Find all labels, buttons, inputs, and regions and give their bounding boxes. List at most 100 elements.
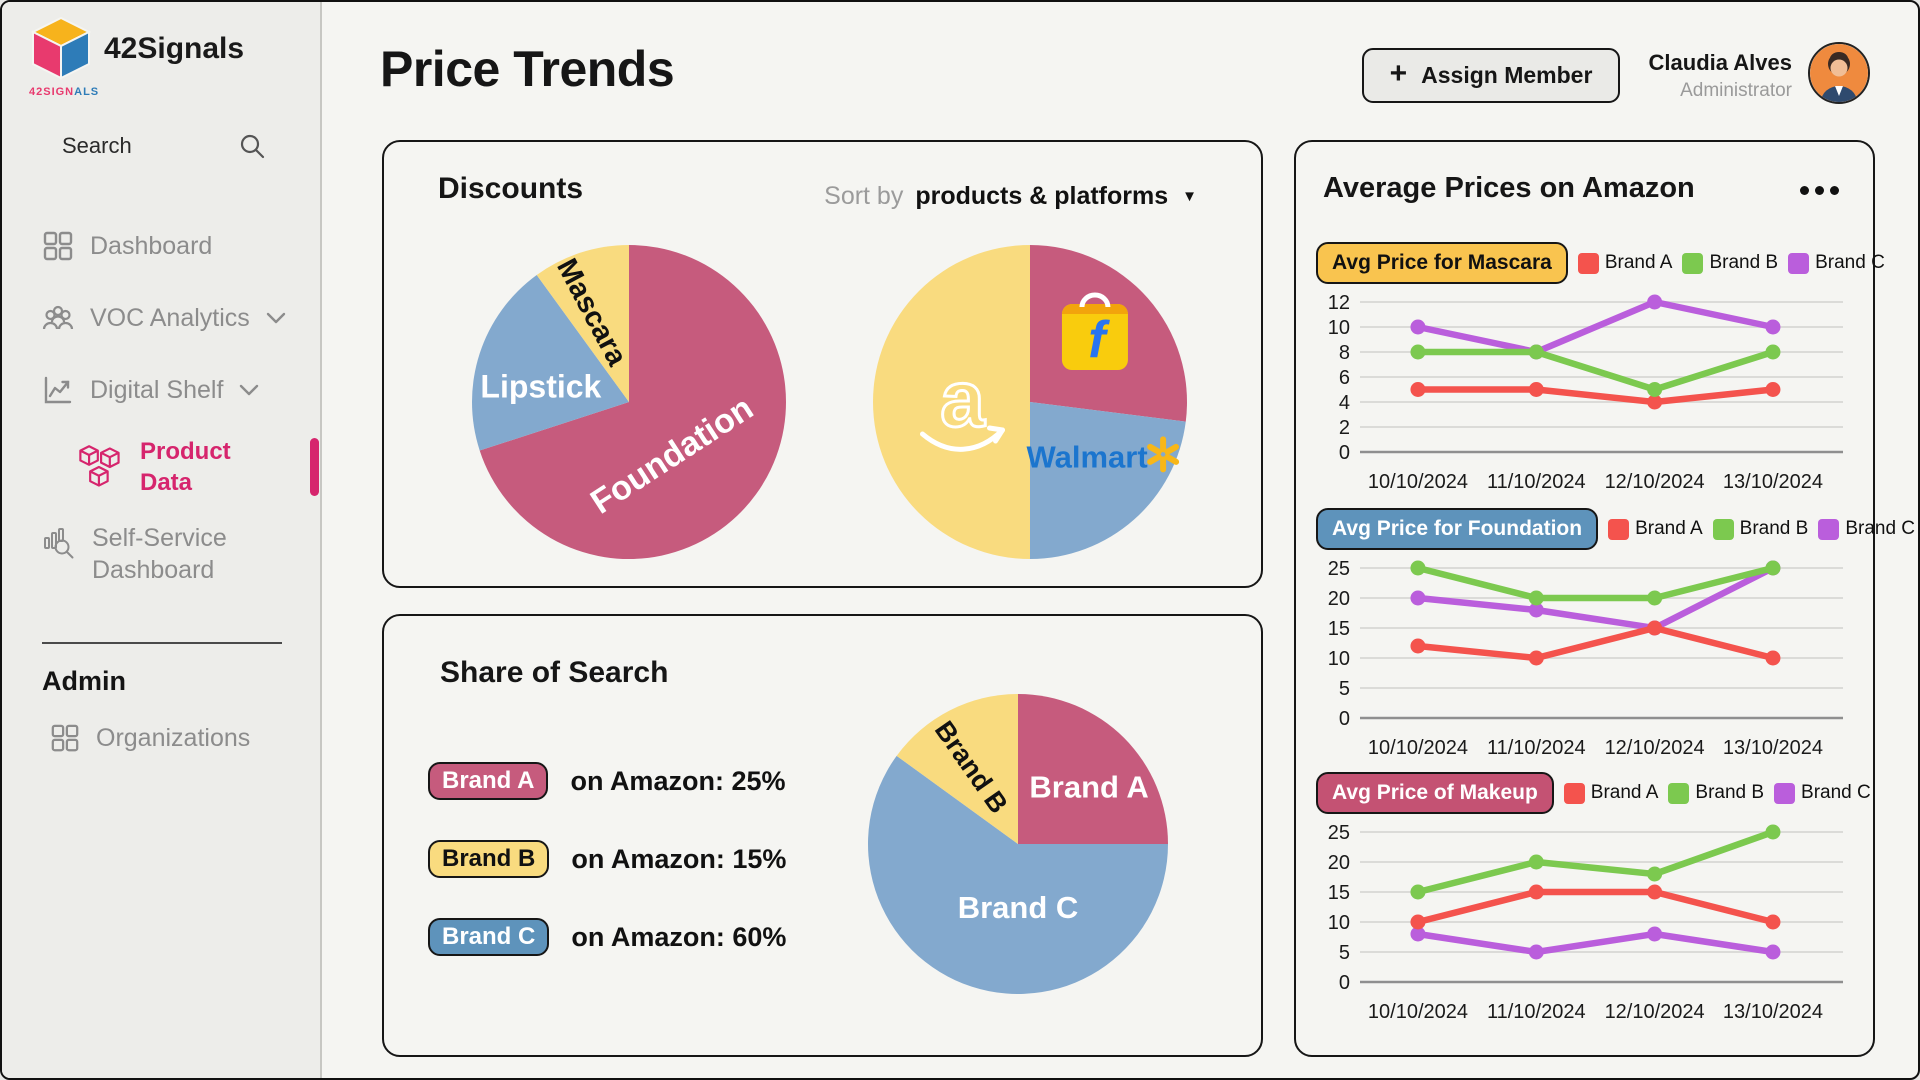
assign-member-label: Assign Member	[1421, 62, 1593, 88]
sidebar-item-self-service-dashboard[interactable]: Self-Service Dashboard	[40, 522, 306, 586]
legend-swatch	[1818, 518, 1840, 540]
sidebar-item-product-data[interactable]: Product Data	[76, 436, 250, 498]
product-boxes-icon	[79, 445, 120, 487]
legend-label: Brand B	[1739, 518, 1809, 539]
share-value-text: on Amazon: 25%	[570, 765, 786, 796]
sidebar-item-label: Organizations	[96, 724, 251, 752]
average-prices-title: Average Prices on Amazon	[1323, 172, 1695, 204]
sidebar: 42SIGNALS 42Signals Search Dashboard	[2, 2, 322, 1078]
sort-by-dropdown[interactable]: Sort by products & platforms ▼	[824, 182, 1197, 211]
grid-icon	[43, 231, 73, 261]
legend-label: Brand A	[1590, 782, 1659, 803]
chart-panel-mascara: Avg Price for Mascara Brand A Brand B Br…	[1316, 242, 1885, 503]
svg-text:5: 5	[1339, 678, 1350, 700]
svg-text:10/10/2024: 10/10/2024	[1368, 1001, 1468, 1023]
svg-text:0: 0	[1339, 972, 1350, 994]
brand-a-badge: Brand A	[428, 762, 549, 800]
sidebar-item-organizations[interactable]: Organizations	[50, 722, 250, 754]
chart-magnifier-icon	[44, 528, 74, 559]
sidebar-item-label: Product Data	[140, 438, 231, 496]
brand-c-badge: Brand C	[428, 918, 550, 956]
chevron-down-icon: ▼	[1182, 188, 1197, 205]
assign-member-button[interactable]: + Assign Member	[1362, 48, 1620, 103]
svg-text:11/10/2024: 11/10/2024	[1487, 737, 1586, 759]
svg-text:0: 0	[1339, 708, 1350, 730]
ellipsis-menu-icon[interactable]	[1800, 186, 1839, 195]
svg-text:15: 15	[1328, 618, 1350, 640]
svg-text:6: 6	[1339, 367, 1350, 389]
share-value-text: on Amazon: 60%	[571, 921, 787, 952]
legend-label: Brand C	[1815, 252, 1885, 273]
chevron-down-icon	[240, 384, 259, 396]
chevron-down-icon	[266, 312, 285, 324]
share-legend-row: Brand B on Amazon: 15%	[428, 840, 786, 878]
sidebar-item-label: Dashboard	[90, 232, 213, 260]
logo-wordmark: 42SIGNALS	[29, 86, 99, 98]
svg-text:13/10/2024: 13/10/2024	[1723, 471, 1823, 493]
legend-label: Brand A	[1604, 252, 1673, 273]
share-legend-row: Brand C on Amazon: 60%	[428, 918, 786, 956]
average-prices-card: Average Prices on Amazon Avg Price for M…	[1294, 140, 1915, 1057]
svg-text:25: 25	[1328, 822, 1350, 844]
user-name: Claudia Alves	[1648, 50, 1792, 75]
discounts-title: Discounts	[438, 172, 584, 205]
user-info[interactable]: Claudia Alves Administrator	[1610, 50, 1792, 102]
svg-text:20: 20	[1328, 588, 1350, 610]
legend-item: Brand A	[1563, 782, 1659, 804]
discounts-card: Discounts Sort by products & platforms ▼…	[382, 140, 1263, 588]
search-icon[interactable]	[238, 132, 266, 160]
svg-text:0: 0	[1339, 442, 1350, 464]
logo-word-left: 42SIGN	[29, 86, 75, 98]
svg-text:10: 10	[1328, 648, 1350, 670]
chart-badge: Avg Price for Foundation	[1316, 508, 1599, 550]
legend-swatch	[1608, 518, 1630, 540]
svg-text:11/10/2024: 11/10/2024	[1487, 471, 1586, 493]
sidebar-item-label: VOC Analytics	[90, 304, 250, 332]
sort-by-value: products & platforms	[915, 182, 1169, 210]
legend-item: Brand A	[1577, 252, 1673, 274]
search-placeholder: Search	[62, 133, 132, 158]
legend-label: Brand B	[1695, 782, 1765, 803]
legend-label: Brand C	[1845, 518, 1916, 539]
legend-item: Brand C	[1818, 518, 1915, 540]
svg-text:Brand C: Brand C	[958, 890, 1079, 925]
legend-swatch	[1577, 252, 1599, 274]
svg-text:2: 2	[1339, 417, 1350, 439]
sidebar-item-voc-analytics[interactable]: VOC Analytics	[42, 302, 286, 334]
chart-panel-makeup: Avg Price of Makeup Brand A Brand B Bran…	[1316, 772, 1871, 1033]
grid-icon	[51, 724, 79, 752]
svg-text:12/10/2024: 12/10/2024	[1605, 737, 1705, 759]
svg-text:8: 8	[1339, 342, 1350, 364]
svg-text:f: f	[1088, 311, 1110, 369]
active-item-indicator	[310, 438, 319, 496]
sidebar-item-digital-shelf[interactable]: Digital Shelf	[42, 374, 259, 406]
sidebar-item-label: Digital Shelf	[90, 376, 224, 404]
brand-b-badge: Brand B	[428, 840, 550, 878]
admin-section-heading: Admin	[42, 666, 126, 696]
legend-label: Brand B	[1709, 252, 1779, 273]
avatar[interactable]	[1808, 42, 1870, 104]
svg-text:10: 10	[1328, 912, 1350, 934]
legend-label: Brand A	[1635, 518, 1703, 539]
legend-swatch	[1563, 782, 1585, 804]
svg-text:25: 25	[1328, 558, 1350, 580]
sidebar-item-dashboard[interactable]: Dashboard	[42, 230, 212, 262]
legend-swatch	[1774, 782, 1796, 804]
search-input[interactable]: Search	[42, 120, 282, 172]
svg-text:a: a	[940, 354, 985, 443]
svg-text:11/10/2024: 11/10/2024	[1487, 1001, 1586, 1023]
share-of-search-title: Share of Search	[440, 656, 669, 689]
svg-text:Walmart: Walmart	[1027, 439, 1148, 474]
share-legend-row: Brand A on Amazon: 25%	[428, 762, 785, 800]
svg-text:4: 4	[1339, 392, 1350, 414]
legend-item: Brand B	[1682, 252, 1778, 274]
legend-item: Brand B	[1712, 518, 1809, 540]
sidebar-divider	[42, 642, 282, 644]
svg-text:20: 20	[1328, 852, 1350, 874]
share-value-text: on Amazon: 15%	[571, 843, 787, 874]
line-chart-foundation: 0 5 10 15 20 25 10/10/2024 11/10/2024 12/10/2024…	[1328, 558, 1843, 759]
people-icon	[42, 305, 74, 330]
